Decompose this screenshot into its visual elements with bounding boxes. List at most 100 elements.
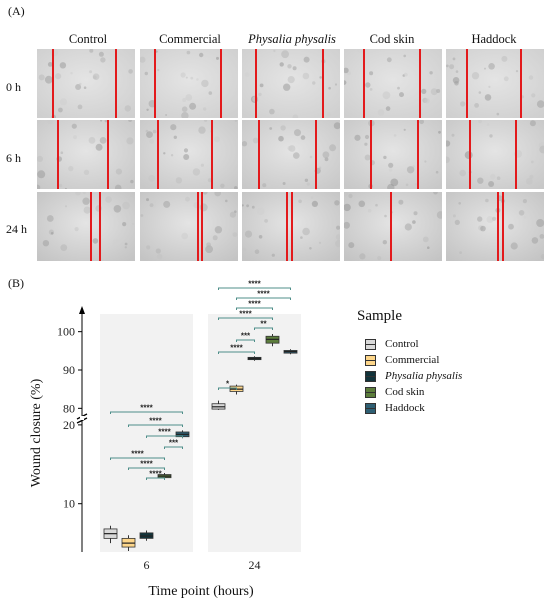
wound-edge-line bbox=[254, 49, 257, 118]
micrograph-haddock-0h bbox=[446, 49, 544, 118]
panel-b-label: (B) bbox=[8, 276, 24, 290]
wound-edge-line bbox=[106, 120, 109, 189]
wound-edge-line bbox=[210, 120, 213, 189]
y-tick-label-90: 90 bbox=[63, 363, 75, 377]
wound-edge-line bbox=[314, 120, 317, 189]
y-tick-label-100: 100 bbox=[57, 325, 75, 339]
significance-label: *** bbox=[241, 332, 251, 341]
wound-edge-line bbox=[89, 192, 92, 261]
wound-edge-line bbox=[501, 192, 504, 261]
micrograph-cod-skin-24h bbox=[344, 192, 442, 261]
legend-item-commercial: Commercial bbox=[365, 352, 439, 368]
legend-swatch-physalia bbox=[365, 368, 376, 384]
wound-edge-line bbox=[370, 120, 373, 189]
legend-item-physalia: Physalia physalis bbox=[365, 368, 462, 384]
wound-edge-line bbox=[196, 192, 199, 261]
wound-edge-line bbox=[468, 120, 471, 189]
significance-bracket bbox=[146, 435, 183, 438]
column-header-commercial: Commercial bbox=[159, 32, 221, 46]
wound-edge-line bbox=[416, 120, 419, 189]
wound-edge-line bbox=[322, 49, 325, 118]
wound-edge-line bbox=[286, 192, 289, 261]
wound-edge-line bbox=[98, 192, 101, 261]
wound-edge-line bbox=[115, 49, 118, 118]
significance-bracket bbox=[164, 446, 183, 449]
wound-edge-line bbox=[514, 120, 517, 189]
wound-edge-line bbox=[496, 192, 499, 261]
wound-closure-boxplot: 10 20 80 90 100 Wound closure (%) 6 24 Time poin… bbox=[29, 280, 301, 599]
significance-bracket bbox=[110, 457, 165, 460]
significance-bracket bbox=[146, 477, 165, 480]
significance-label: ** bbox=[260, 320, 267, 329]
legend-item-cod-skin: Cod skin bbox=[365, 384, 424, 400]
significance-bracket bbox=[218, 287, 291, 290]
column-header-physalia: Physalia physalis bbox=[248, 32, 336, 46]
significance-label: **** bbox=[158, 428, 171, 437]
significance-label: **** bbox=[248, 300, 261, 309]
wound-edge-line bbox=[56, 120, 59, 189]
significance-label: **** bbox=[149, 417, 162, 426]
significance-bracket bbox=[236, 297, 291, 300]
significance-bracket bbox=[236, 339, 255, 342]
micrograph-cod-skin-0h bbox=[344, 49, 442, 118]
wound-edge-line bbox=[156, 120, 159, 189]
significance-bracket bbox=[218, 351, 255, 354]
micrograph-physalia-24h bbox=[242, 192, 340, 261]
wound-edge-line bbox=[520, 49, 523, 118]
significance-bracket bbox=[128, 424, 183, 427]
panel-background-24 bbox=[208, 314, 301, 552]
significance-label: *** bbox=[169, 439, 179, 448]
micrograph-haddock-6h bbox=[446, 120, 544, 189]
legend-item-control: Control bbox=[365, 336, 419, 352]
micrograph-physalia-0h bbox=[242, 49, 340, 118]
micrograph-control-0h bbox=[37, 49, 135, 118]
significance-bracket bbox=[254, 327, 273, 330]
y-tick-label-10: 10 bbox=[63, 497, 75, 511]
wound-edge-line bbox=[390, 192, 393, 261]
wound-edge-line bbox=[465, 49, 468, 118]
significance-bracket bbox=[128, 467, 165, 470]
micrograph-haddock-24h bbox=[446, 192, 544, 261]
significance-bracket bbox=[218, 317, 273, 320]
wound-edge-line bbox=[51, 49, 54, 118]
legend-item-haddock: Haddock bbox=[365, 400, 425, 416]
micrograph-cod-skin-6h bbox=[344, 120, 442, 189]
micrograph-physalia-6h bbox=[242, 120, 340, 189]
wound-edge-line bbox=[200, 192, 203, 261]
significance-label: **** bbox=[149, 470, 162, 479]
significance-bracket bbox=[218, 387, 237, 390]
legend-title: Sample bbox=[357, 308, 402, 324]
y-tick-label-80: 80 bbox=[63, 401, 75, 415]
significance-label: **** bbox=[140, 460, 153, 469]
significance-label: **** bbox=[257, 290, 270, 299]
y-axis-arrow bbox=[79, 306, 85, 314]
column-header-haddock: Haddock bbox=[471, 32, 517, 46]
significance-label: **** bbox=[248, 280, 261, 289]
significance-label: **** bbox=[140, 404, 153, 413]
legend-swatch-haddock bbox=[365, 400, 376, 416]
significance-bracket bbox=[110, 411, 183, 414]
panel-a-label: (A) bbox=[8, 4, 25, 18]
y-tick-label-20: 20 bbox=[63, 418, 75, 432]
x-tick-label-24: 24 bbox=[249, 558, 261, 572]
wound-edge-line bbox=[257, 120, 260, 189]
row-header-6h: 6 h bbox=[6, 151, 21, 165]
legend-swatch-commercial bbox=[365, 352, 376, 368]
significance-label: * bbox=[226, 380, 230, 389]
micrograph-commercial-6h bbox=[140, 120, 238, 189]
micrograph-control-6h bbox=[37, 120, 135, 189]
significance-bracket bbox=[236, 307, 273, 310]
column-header-cod-skin: Cod skin bbox=[369, 32, 415, 46]
significance-label: **** bbox=[131, 450, 144, 459]
x-axis-label: Time point (hours) bbox=[148, 584, 254, 599]
significance-label: **** bbox=[230, 344, 243, 353]
axis-break-gap bbox=[80, 416, 84, 420]
micrograph-control-24h bbox=[37, 192, 135, 261]
x-tick-label-6: 6 bbox=[144, 558, 150, 572]
micrograph-commercial-0h bbox=[140, 49, 238, 118]
column-header-control: Control bbox=[68, 32, 108, 46]
significance-label: **** bbox=[239, 310, 252, 319]
row-header-0h: 0 h bbox=[6, 80, 21, 94]
wound-edge-line bbox=[291, 192, 293, 261]
y-axis-label: Wound closure (%) bbox=[29, 378, 44, 487]
